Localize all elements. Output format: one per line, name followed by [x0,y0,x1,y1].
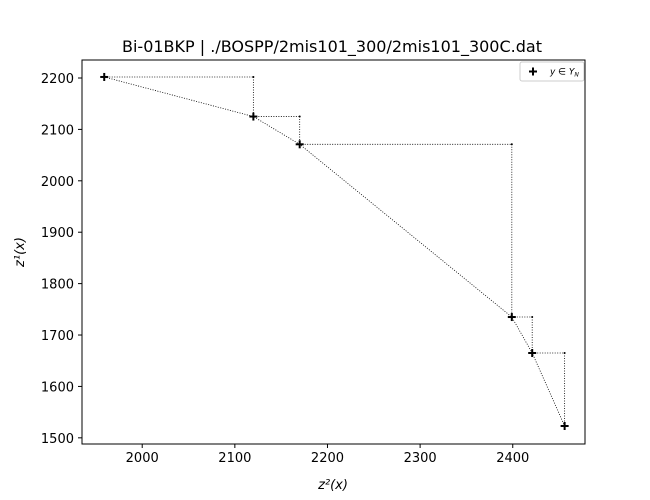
corner-point [252,75,255,78]
x-tick-label: 2200 [311,451,344,466]
corner-point [531,316,534,319]
data-point-marker [528,349,537,358]
data-point-marker [295,140,304,149]
data-points [100,72,569,431]
x-tick-label: 2300 [404,451,437,466]
corner-point [298,115,301,118]
legend-label-main: y ∈ Y [549,68,576,78]
legend-box [519,61,585,82]
y-tick-label: 2200 [41,72,74,87]
y-axis-label: z¹(x) [13,237,28,268]
data-point-marker [560,422,569,431]
data-point-marker [507,313,516,322]
y-tick-label: 1500 [41,432,74,447]
legend: y ∈ YN [519,61,585,82]
data-point-marker [100,72,109,81]
legend-marker-icon [529,67,537,76]
data-point-marker [249,112,258,121]
x-axis-label: z²(x) [317,478,348,493]
y-tick-label: 2000 [41,175,74,190]
y-axis-ticks: 1500 1600 1700 1800 1900 2000 2100 2200 [41,72,82,447]
corner-point [563,352,566,355]
legend-label-subscript: N [574,72,579,79]
frontier-line [104,76,565,427]
x-tick-label: 2000 [126,451,159,466]
y-tick-label: 1600 [41,380,74,395]
y-tick-label: 2100 [41,123,74,138]
plot-area [81,59,586,445]
chart-title: Bi-01BKP | ./BOSPP/2mis101_300/2mis101_3… [122,37,542,57]
x-tick-label: 2400 [496,451,529,466]
corner-point [510,143,513,146]
y-tick-label: 1900 [41,226,74,241]
staircase-lines [104,75,566,427]
y-tick-label: 1800 [41,278,74,293]
y-tick-label: 1700 [41,329,74,344]
x-tick-label: 2100 [218,451,251,466]
legend-label: y ∈ YN [549,68,579,79]
frontier-lines [104,76,565,427]
x-axis-ticks: 2000 2100 2200 2300 2400 [126,444,529,466]
